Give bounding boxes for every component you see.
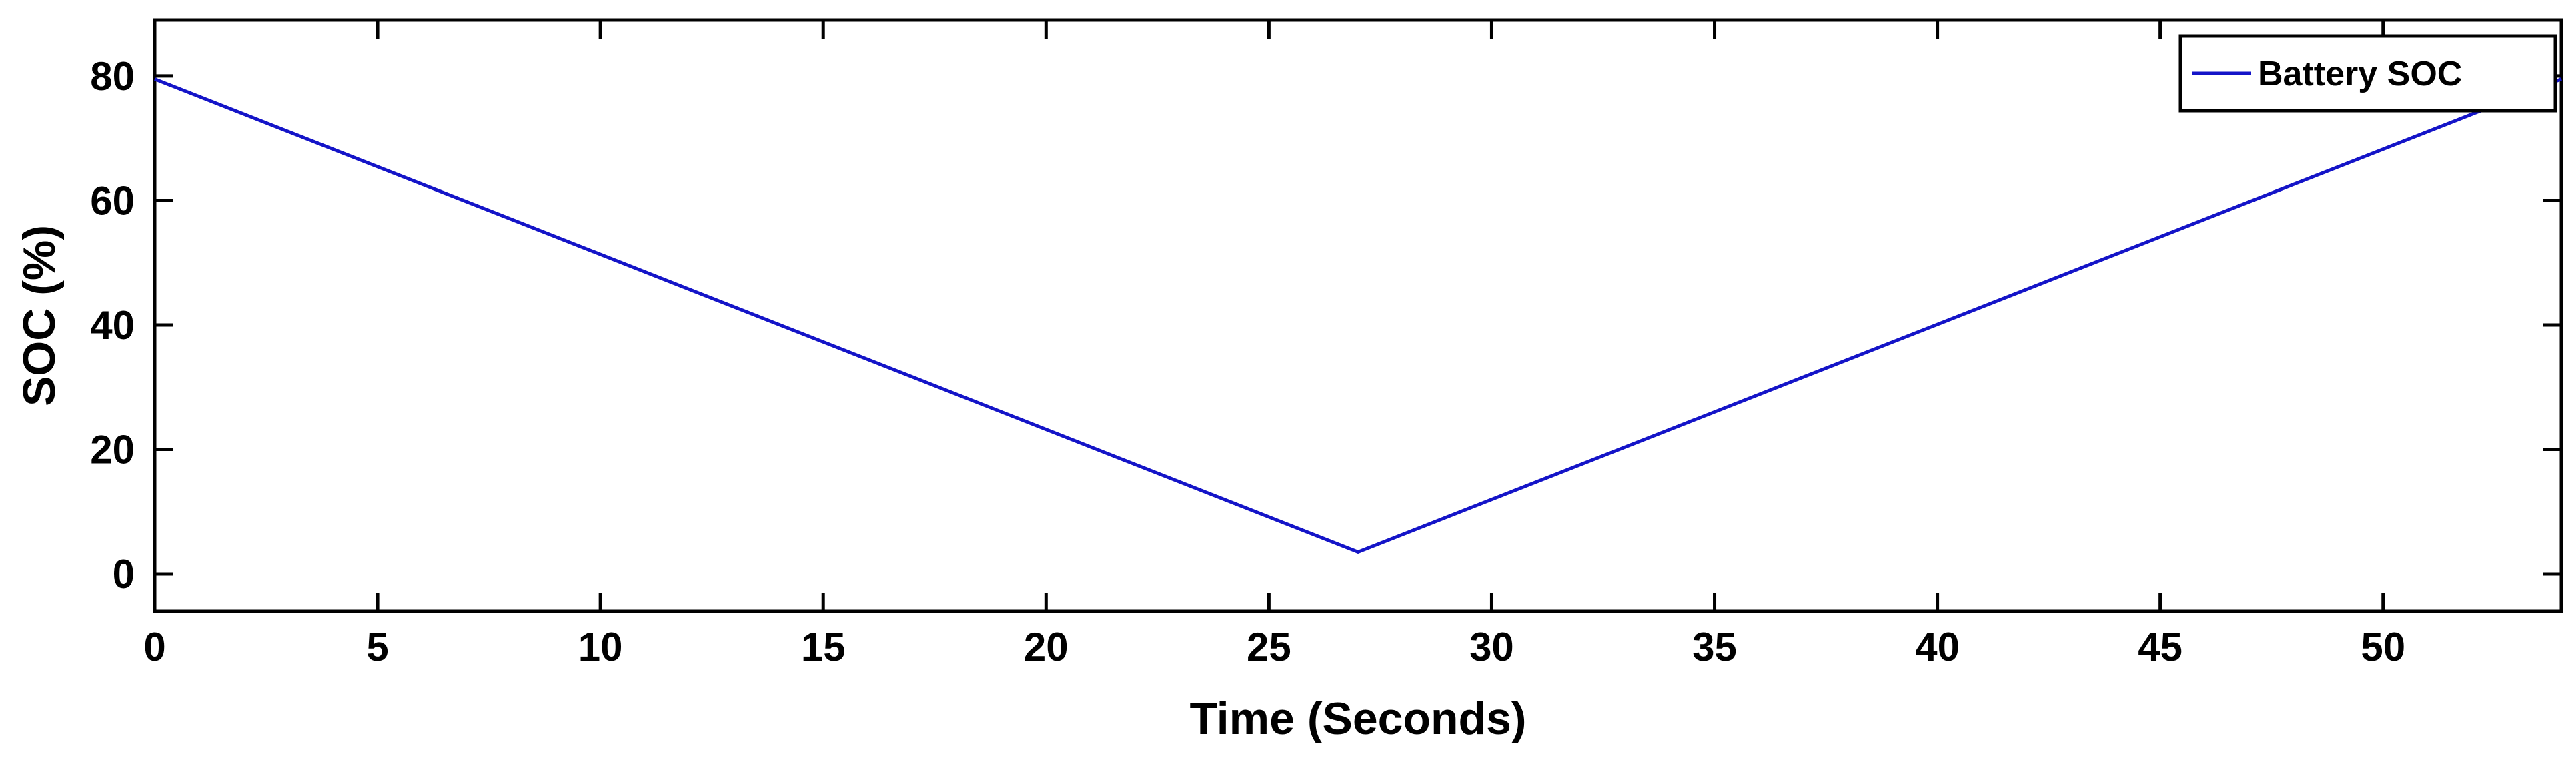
- x-tick-label: 15: [801, 625, 846, 669]
- x-axis-title: Time (Seconds): [1189, 693, 1526, 744]
- y-tick-label: 80: [90, 54, 135, 99]
- x-tick-label: 30: [1469, 625, 1514, 669]
- x-tick-label: 50: [2361, 625, 2405, 669]
- y-axis-title: SOC (%): [14, 225, 65, 406]
- y-tick-label: 40: [90, 303, 135, 348]
- y-tick-labels: 0 20 40 60 80: [90, 54, 135, 597]
- plot-frame: [153, 18, 2563, 613]
- y-axis-ticks: [155, 74, 2561, 576]
- x-tick-label: 25: [1247, 625, 1291, 669]
- legend-label-battery-soc: Battery SOC: [2258, 55, 2462, 93]
- y-tick-label: 60: [90, 178, 135, 223]
- x-tick-label: 35: [1692, 625, 1737, 669]
- x-tick-label: 20: [1024, 625, 1069, 669]
- y-tick-label: 20: [90, 428, 135, 472]
- x-tick-label: 45: [2138, 625, 2182, 669]
- series-line-battery-soc: [154, 77, 2562, 554]
- y-tick-label: 0: [113, 552, 135, 597]
- x-tick-label: 5: [366, 625, 388, 669]
- legend: Battery SOC: [2178, 34, 2557, 113]
- plot-area: [153, 18, 2563, 613]
- x-tick-label: 40: [1915, 625, 1960, 669]
- x-axis-ticks: [153, 20, 2385, 611]
- series-layer: [154, 77, 2562, 554]
- x-tick-labels: 0 5 10 15 20 25 30 35 40 45 50: [143, 625, 2405, 669]
- x-tick-label: 0: [143, 625, 165, 669]
- x-tick-label: 10: [578, 625, 623, 669]
